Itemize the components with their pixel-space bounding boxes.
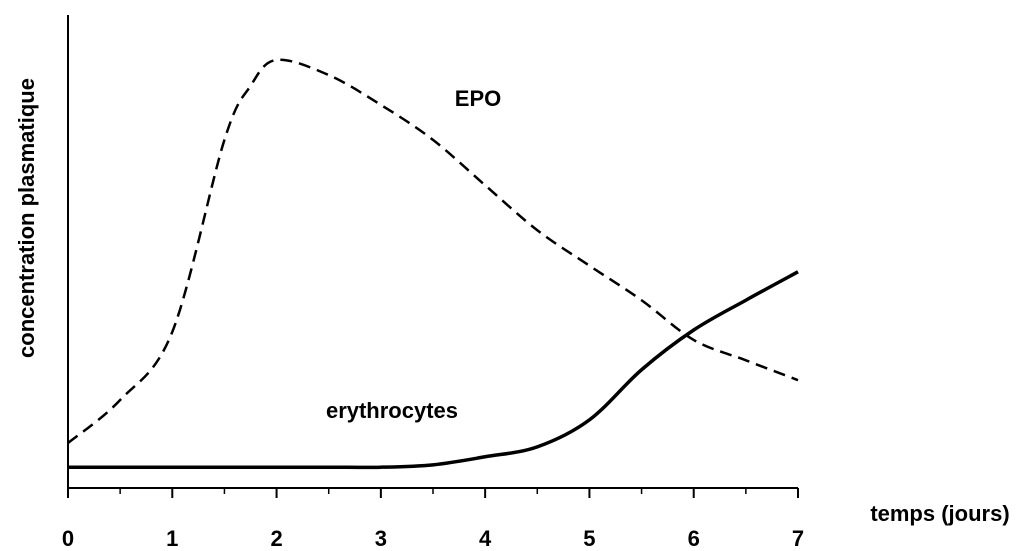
x-tick-label: 2 [270,526,282,551]
series-label: EPO [455,86,501,111]
x-tick-label: 1 [166,526,178,551]
x-tick-label: 0 [62,526,74,551]
line [68,270,799,470]
x-tick-label: 3 [375,526,387,551]
y-axis-label: concentration plasmatique [14,78,39,358]
x-tick-label: 4 [479,526,492,551]
series-label: erythrocytes [326,398,458,423]
x-tick-label: 6 [688,526,700,551]
line [67,58,799,445]
x-tick-label: 5 [583,526,595,551]
x-tick-label: 7 [792,526,804,551]
x-axis-label: temps (jours) [870,501,1009,526]
